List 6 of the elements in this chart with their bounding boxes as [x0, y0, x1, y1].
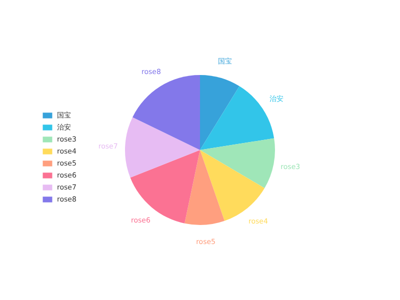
pie-slice	[132, 75, 200, 150]
pie-slice	[130, 150, 200, 224]
pie-slice	[125, 117, 200, 178]
pie-slice	[200, 138, 275, 188]
pie-slice	[200, 75, 240, 150]
pie-slice	[184, 150, 225, 225]
